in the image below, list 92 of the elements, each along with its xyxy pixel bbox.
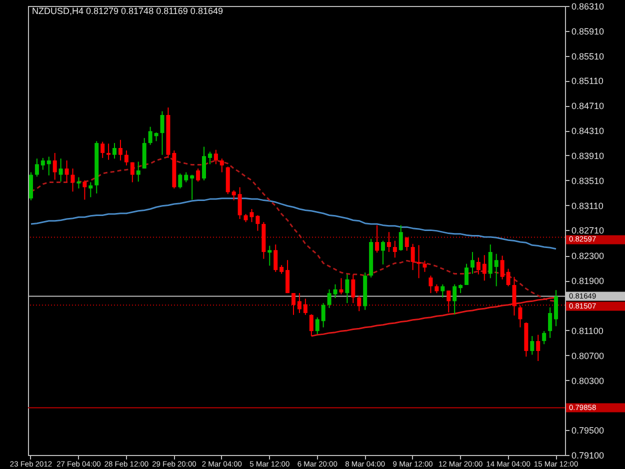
y-tick-label: 0.84310 xyxy=(572,126,604,136)
candlestick xyxy=(286,260,290,294)
y-tick-label: 0.83910 xyxy=(572,150,604,161)
candlestick xyxy=(112,142,117,160)
candlestick xyxy=(220,158,224,173)
candlestick xyxy=(554,290,558,327)
candlestick xyxy=(309,314,314,337)
candlestick xyxy=(482,254,486,282)
y-tick-label: 0.81100 xyxy=(572,326,604,336)
candlestick xyxy=(339,278,344,295)
candlestick xyxy=(476,257,480,275)
y-tick-label: 0.79500 xyxy=(572,426,604,436)
y-tick-label: 0.83510 xyxy=(572,176,604,186)
candlestick xyxy=(238,186,242,220)
candlestick xyxy=(333,284,338,299)
candlestick xyxy=(386,232,391,252)
candlestick xyxy=(64,160,69,183)
candlestick xyxy=(500,255,504,280)
candlestick xyxy=(148,126,152,146)
candlestick xyxy=(428,275,433,294)
y-tick-label: 0.85110 xyxy=(572,76,604,86)
candlestick xyxy=(214,149,218,165)
y-tick-label: 0.82300 xyxy=(572,251,604,262)
candlestick xyxy=(542,330,546,345)
candlestick xyxy=(256,214,260,232)
candlestick xyxy=(178,173,182,189)
y-tick-label: 0.82710 xyxy=(572,226,604,236)
candlestick xyxy=(464,263,469,286)
candlestick xyxy=(202,146,206,181)
y-tick-label: 0.85510 xyxy=(572,51,604,62)
y-tick-label: 0.80700 xyxy=(572,350,604,361)
candlestick xyxy=(100,141,105,158)
candlestick xyxy=(327,288,332,309)
candlestick xyxy=(130,162,134,183)
candlestick xyxy=(398,224,403,252)
candlestick xyxy=(375,224,380,254)
candlestick xyxy=(345,274,350,304)
y-tick-label: 0.81900 xyxy=(572,276,604,286)
candlestick xyxy=(548,306,552,338)
candlestick xyxy=(82,180,87,200)
candlestick xyxy=(118,139,122,161)
candlestick xyxy=(190,174,194,200)
candlestick xyxy=(404,236,409,252)
candlestick xyxy=(446,290,451,313)
y-tick-label: 0.79100 xyxy=(572,450,604,460)
y-tick-label: 0.85910 xyxy=(572,26,604,36)
candlestick xyxy=(440,284,445,298)
candlestick xyxy=(518,305,522,328)
candlestick xyxy=(76,176,81,189)
candlestick xyxy=(410,243,415,271)
y-tick-label: 0.80300 xyxy=(572,376,604,386)
candlestick xyxy=(184,172,188,183)
candlestick xyxy=(208,151,212,165)
candlestick xyxy=(46,156,51,176)
candlestick xyxy=(160,110,164,156)
candlestick xyxy=(52,152,57,180)
y-tick-label: 0.83110 xyxy=(572,200,604,211)
candlestick xyxy=(452,284,457,315)
candlestick xyxy=(124,150,128,166)
candlestick xyxy=(28,172,33,201)
candlestick xyxy=(494,253,498,287)
candlestick xyxy=(536,334,540,362)
candlestick xyxy=(321,302,326,328)
candlestick xyxy=(88,182,93,198)
candlestick xyxy=(40,157,45,170)
candlestick xyxy=(297,292,302,314)
candlestick xyxy=(196,168,200,182)
candlestick xyxy=(70,168,75,192)
candlestick xyxy=(303,298,308,316)
candlestick xyxy=(268,245,272,266)
candlestick xyxy=(470,251,474,274)
candlestick xyxy=(58,158,63,182)
candlestick xyxy=(357,295,362,312)
candlestick xyxy=(506,268,510,287)
candlestick xyxy=(416,244,421,279)
candlestick xyxy=(136,161,140,182)
candlestick xyxy=(530,336,534,356)
candlestick xyxy=(232,190,236,201)
candlestick xyxy=(315,316,320,335)
candlestick xyxy=(512,276,516,316)
candlestick xyxy=(422,260,427,272)
candlestick xyxy=(380,240,385,265)
chart-title: NZDUSD,H4 0.81279 0.81748 0.81169 0.81649 xyxy=(32,6,223,16)
candlestick xyxy=(274,244,278,272)
candlestick xyxy=(392,240,397,258)
candlestick xyxy=(292,292,296,316)
y-tick-label: 0.86310 xyxy=(572,2,604,12)
candlestick xyxy=(106,143,111,160)
candlestick xyxy=(488,244,492,279)
candlestick xyxy=(34,158,39,178)
candlestick xyxy=(351,274,356,304)
y-tick-label: 0.84710 xyxy=(572,101,604,112)
